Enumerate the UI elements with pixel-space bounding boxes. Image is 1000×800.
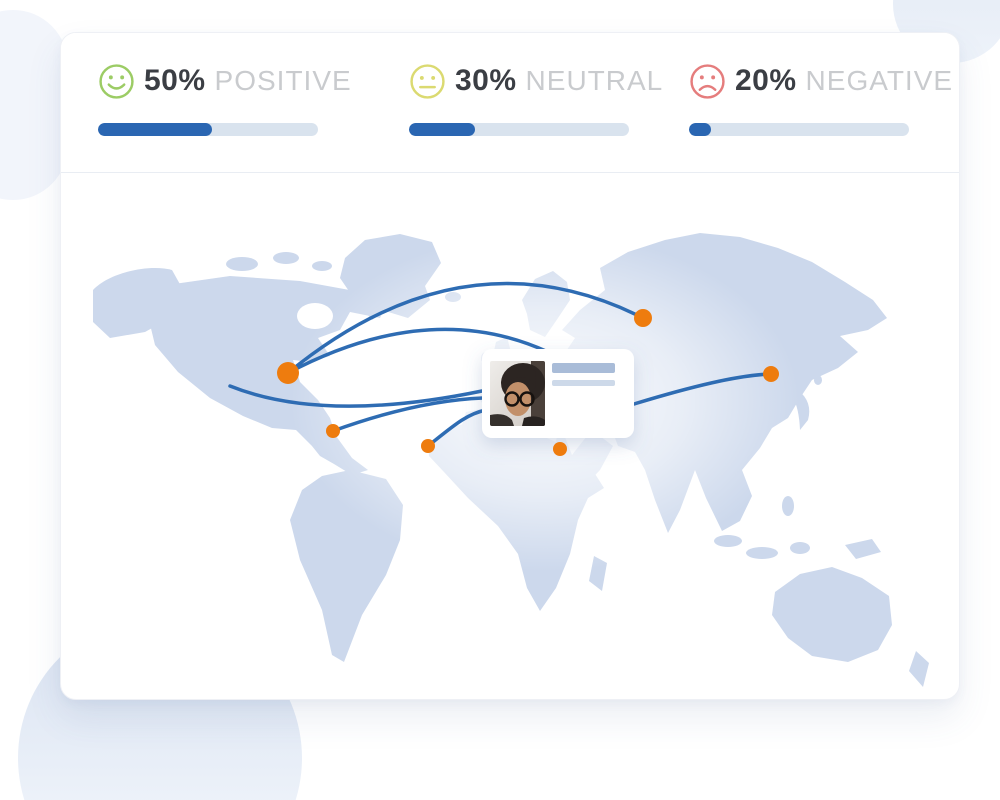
- arc-africa-to-card: [426, 408, 488, 448]
- positive-label: POSITIVE: [214, 65, 352, 96]
- positive-progress-fill: [98, 123, 213, 136]
- stat-positive: 50% POSITIVE: [98, 61, 388, 136]
- profile-text-line-1: [552, 363, 615, 373]
- header-divider: [61, 172, 959, 173]
- dashboard-card: 50% POSITIVE 3: [60, 32, 960, 700]
- neutral-percent: 30%: [455, 64, 517, 97]
- profile-text-line-2: [552, 380, 615, 386]
- marker-southern-us[interactable]: [326, 424, 340, 438]
- marker-nw-africa[interactable]: [421, 439, 435, 453]
- negative-progress-bar: [689, 123, 909, 136]
- negative-progress-fill: [689, 123, 711, 136]
- neutral-progress-bar: [409, 123, 629, 136]
- world-map-panel: [61, 172, 959, 699]
- arc-west-to-card: [228, 384, 484, 408]
- neutral-progress-fill: [409, 123, 475, 136]
- stat-neutral: 30% NEUTRAL: [409, 61, 689, 136]
- smiley-sad-icon: [690, 63, 725, 99]
- smiley-neutral-icon: [410, 63, 445, 99]
- marker-arabia[interactable]: [553, 442, 567, 456]
- arc-na-to-card: [286, 327, 550, 375]
- profile-popup[interactable]: [482, 349, 634, 455]
- connection-arcs: [228, 281, 773, 448]
- arc-southern-us-to-card: [331, 396, 485, 433]
- map-markers: [277, 309, 779, 456]
- positive-percent: 50%: [144, 64, 206, 97]
- world-map: [93, 232, 929, 687]
- sentiment-summary-bar: 50% POSITIVE 3: [61, 33, 959, 172]
- smiley-happy-icon: [99, 63, 134, 99]
- negative-percent: 20%: [735, 64, 797, 97]
- profile-photo: [490, 361, 545, 426]
- marker-east-asia[interactable]: [763, 366, 779, 382]
- stat-negative: 20% NEGATIVE: [689, 61, 959, 136]
- positive-progress-bar: [98, 123, 318, 136]
- neutral-label: NEUTRAL: [525, 65, 664, 96]
- marker-north-america[interactable]: [277, 362, 299, 384]
- marker-north-asia[interactable]: [634, 309, 652, 327]
- arc-na-to-north-asia: [286, 281, 645, 375]
- negative-label: NEGATIVE: [805, 65, 954, 96]
- decorative-circle-top-left: [0, 10, 68, 200]
- arc-card-to-east-asia: [632, 372, 773, 406]
